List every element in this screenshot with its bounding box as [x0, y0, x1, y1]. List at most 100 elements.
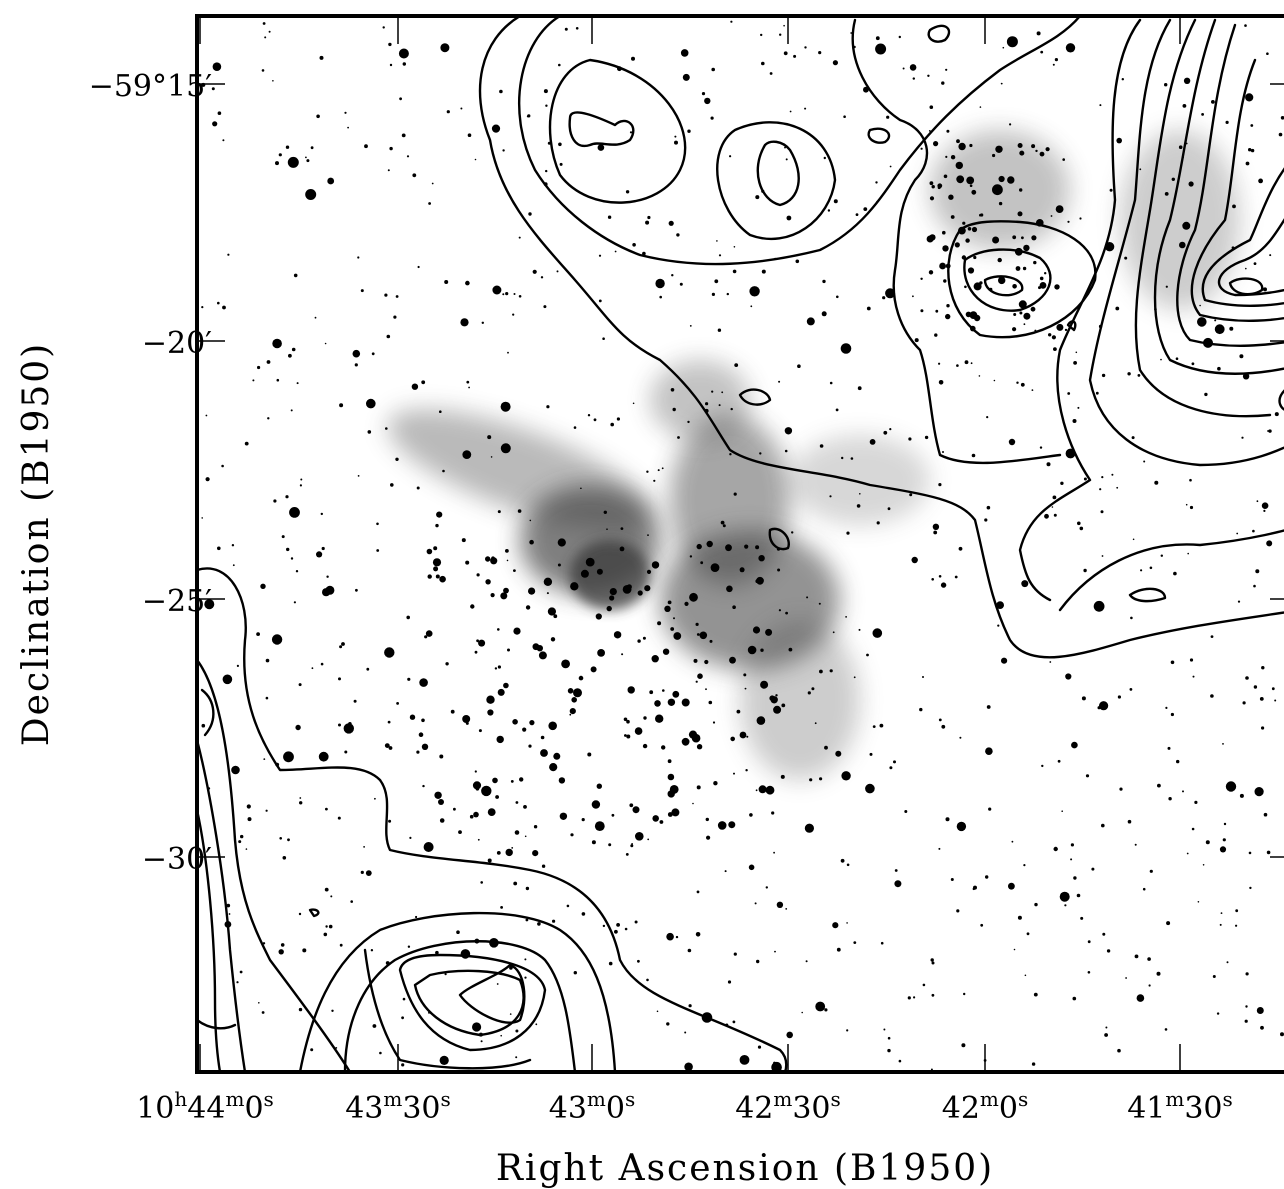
star	[439, 818, 445, 823]
star	[581, 912, 586, 916]
star	[649, 690, 654, 695]
star	[973, 255, 977, 260]
star	[1099, 488, 1102, 491]
dec-tick-label: −59°15′	[89, 69, 212, 104]
star	[732, 269, 737, 274]
star	[500, 906, 503, 909]
star	[729, 656, 736, 664]
star	[773, 705, 782, 714]
star	[1101, 555, 1104, 557]
star	[996, 601, 1004, 609]
star	[614, 929, 618, 934]
star	[1236, 532, 1239, 535]
star	[545, 169, 548, 173]
star	[827, 209, 831, 212]
star	[1052, 63, 1055, 66]
star	[590, 666, 597, 673]
star	[310, 146, 314, 150]
star	[1178, 145, 1183, 149]
star	[739, 1055, 750, 1065]
star	[515, 1056, 518, 1059]
star	[1239, 354, 1244, 359]
star	[1191, 362, 1195, 366]
star	[776, 901, 784, 908]
star	[661, 745, 666, 750]
star	[1048, 333, 1052, 337]
star	[710, 116, 714, 120]
star	[603, 510, 607, 514]
star	[1109, 188, 1113, 192]
star	[943, 174, 948, 179]
star	[833, 199, 838, 204]
star	[902, 67, 905, 70]
star	[608, 961, 613, 966]
star	[298, 1007, 303, 1012]
star	[655, 278, 665, 289]
star	[490, 593, 495, 598]
star	[956, 364, 959, 367]
star	[672, 690, 680, 698]
star	[1104, 1033, 1108, 1037]
star	[1007, 176, 1015, 184]
star	[268, 30, 271, 33]
star	[967, 227, 972, 231]
star	[1023, 244, 1030, 252]
star	[529, 519, 532, 522]
star	[256, 632, 260, 636]
star	[1062, 158, 1065, 161]
star	[801, 1011, 803, 1014]
star	[458, 830, 462, 834]
star	[729, 453, 732, 456]
star	[836, 295, 839, 299]
y-axis-title: Declination (B1950)	[16, 342, 57, 746]
star	[1253, 584, 1256, 588]
star	[673, 632, 682, 640]
star	[733, 952, 737, 956]
star	[696, 744, 703, 750]
star	[366, 667, 370, 671]
star	[476, 639, 479, 643]
star	[1091, 867, 1095, 871]
star	[973, 885, 977, 890]
star	[324, 342, 327, 345]
star	[616, 417, 621, 421]
star	[755, 545, 760, 550]
star	[1173, 571, 1177, 576]
star	[1102, 932, 1106, 936]
star	[662, 689, 665, 692]
star	[646, 470, 649, 473]
star	[889, 165, 892, 168]
star	[395, 457, 399, 461]
star	[543, 89, 548, 94]
star	[946, 304, 950, 308]
star	[570, 833, 574, 837]
star	[416, 750, 420, 754]
star	[502, 293, 505, 296]
star	[879, 723, 884, 728]
star	[1105, 1026, 1108, 1029]
star	[929, 196, 935, 201]
star	[695, 622, 699, 627]
star	[979, 281, 983, 285]
star	[444, 280, 449, 284]
star	[1149, 566, 1153, 570]
star	[1216, 1012, 1220, 1015]
star	[696, 633, 700, 636]
star	[711, 292, 716, 296]
star	[869, 439, 876, 445]
star	[689, 555, 693, 558]
star	[752, 626, 761, 634]
star	[1031, 1062, 1036, 1066]
star	[992, 184, 1003, 196]
star	[529, 720, 535, 726]
star	[327, 177, 335, 185]
star	[704, 659, 709, 665]
star	[293, 601, 296, 604]
star	[793, 54, 797, 58]
star	[395, 295, 399, 298]
star	[696, 785, 701, 790]
star	[222, 674, 233, 685]
star	[500, 401, 511, 412]
star	[781, 703, 786, 708]
star	[1219, 923, 1222, 926]
